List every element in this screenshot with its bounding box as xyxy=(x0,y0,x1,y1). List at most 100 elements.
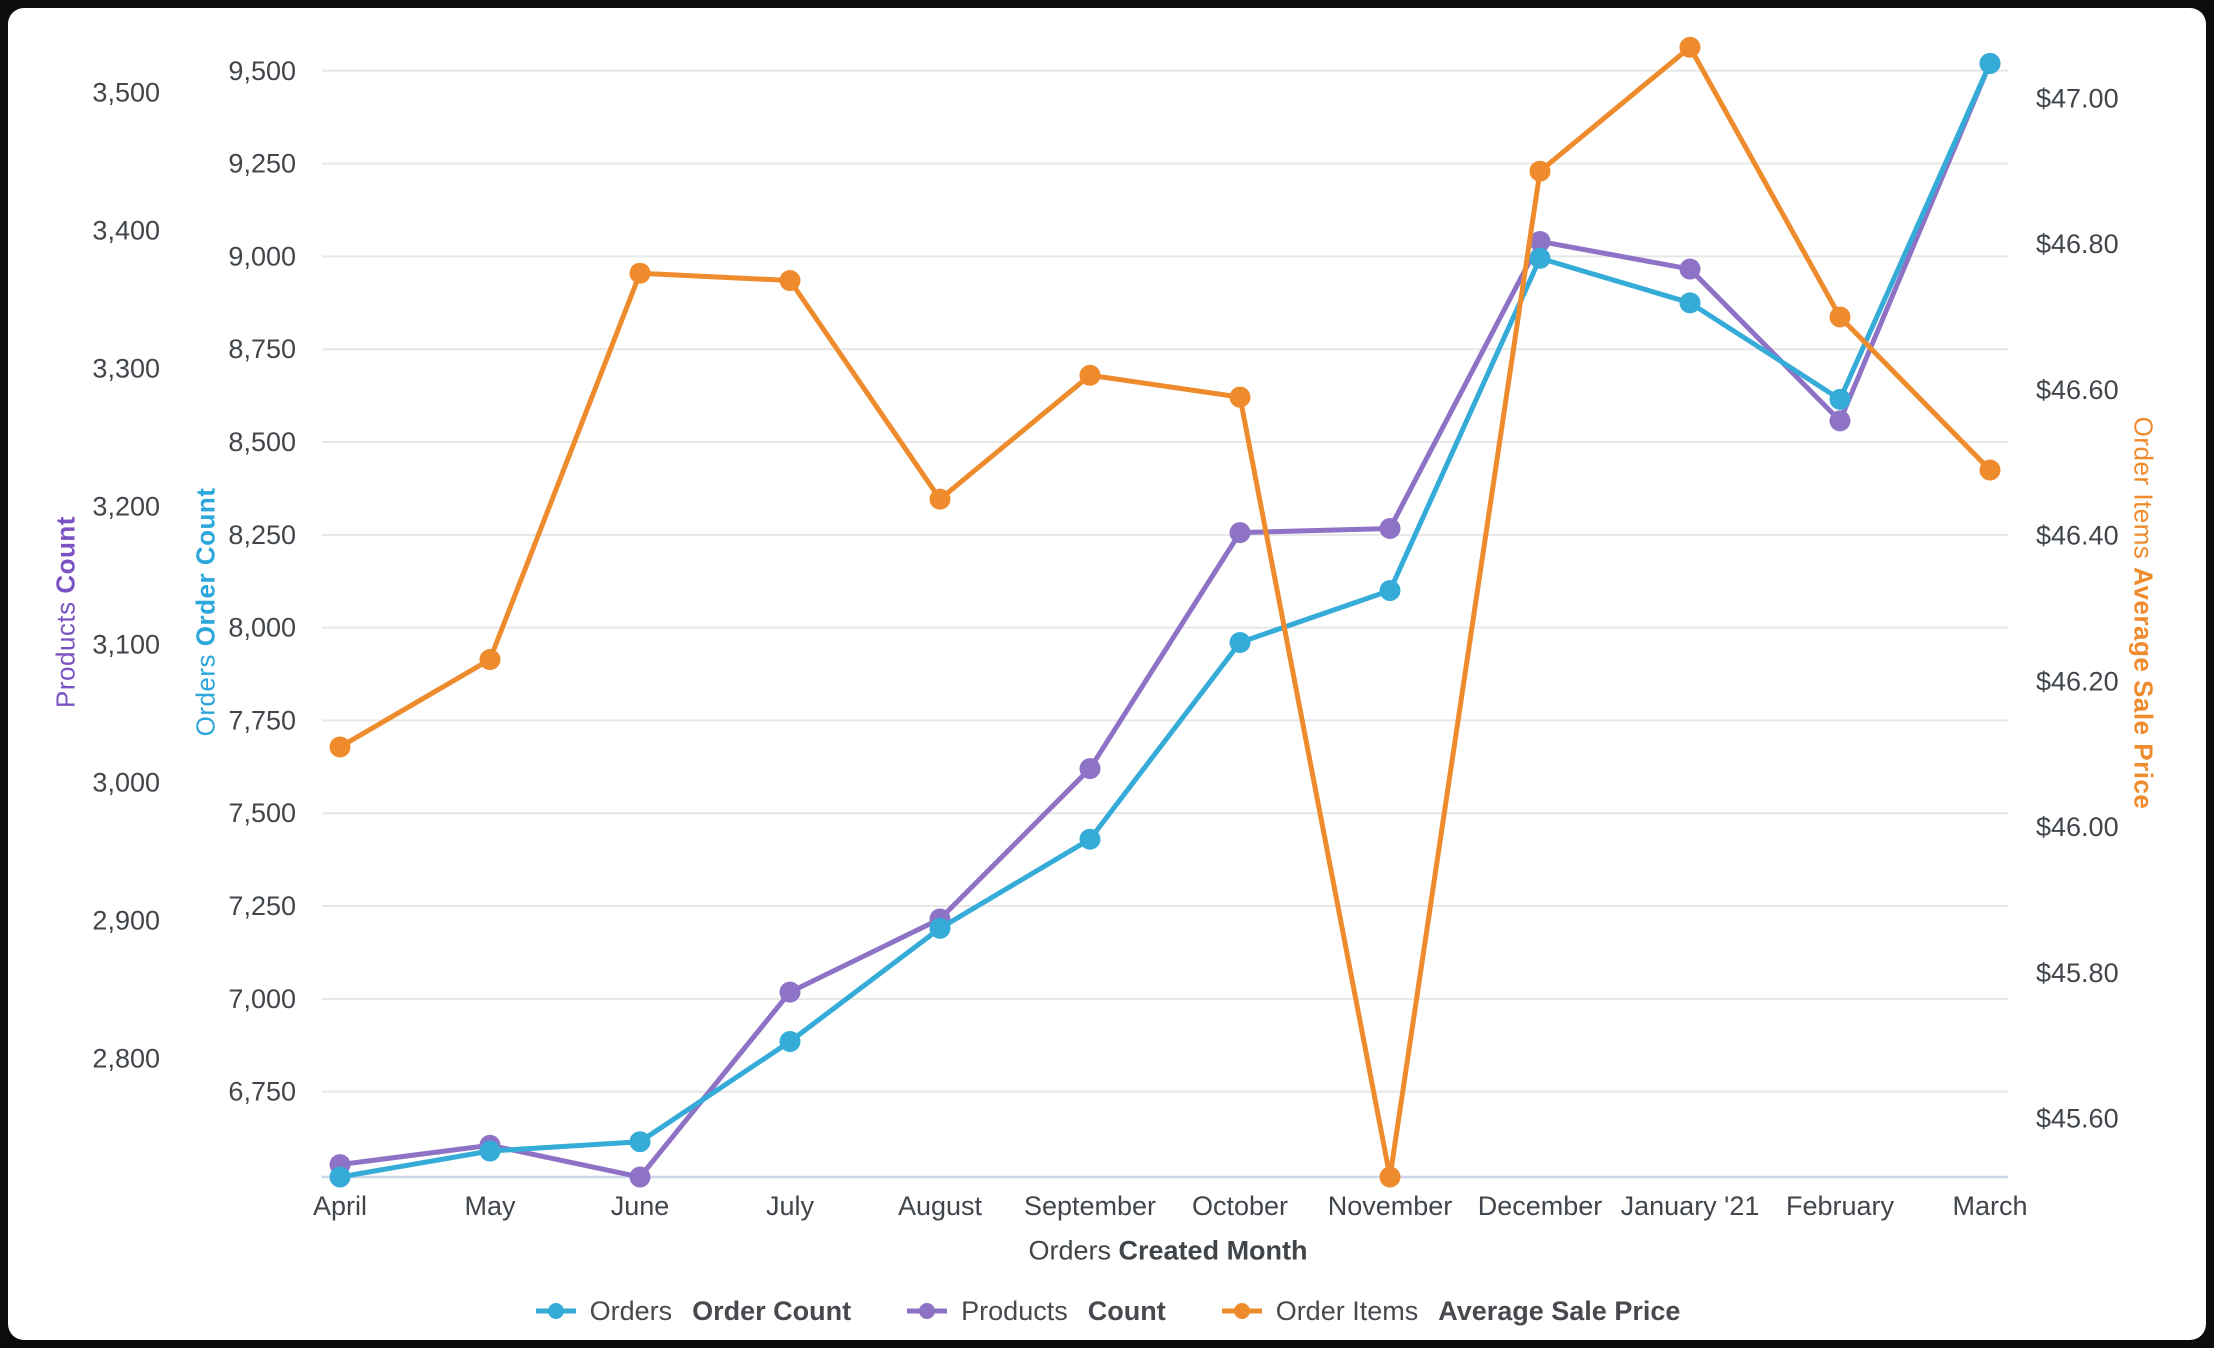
data-point-orders-April[interactable] xyxy=(329,1166,351,1188)
x-axis-title-bold: Created Month xyxy=(1118,1235,1308,1266)
y-tick-label-orders: 8,750 xyxy=(228,334,296,364)
legend-label-bold: Order Count xyxy=(692,1295,852,1326)
y-tick-label-products: 3,000 xyxy=(92,767,160,797)
legend-label-bold: Average Sale Price xyxy=(1438,1295,1681,1326)
y-tick-label-products: 3,200 xyxy=(92,491,160,521)
data-point-price-June[interactable] xyxy=(629,262,651,284)
y-axis-title-products-bold: Count xyxy=(50,516,81,594)
y-tick-label-orders: 9,500 xyxy=(228,56,296,86)
data-point-products-November[interactable] xyxy=(1379,517,1401,539)
data-point-price-September[interactable] xyxy=(1079,364,1101,386)
series-line-price xyxy=(337,44,1993,1180)
y-axis-title-orders: Orders Order Count xyxy=(191,488,222,737)
y-axis-title-products: Products Count xyxy=(51,516,82,708)
data-point-orders-January '21[interactable] xyxy=(1679,292,1701,314)
data-point-price-March[interactable] xyxy=(1979,459,2001,481)
x-tick-label: August xyxy=(898,1191,983,1221)
y-tick-label-price: $46.80 xyxy=(2036,229,2119,259)
data-point-orders-September[interactable] xyxy=(1079,828,1101,850)
y-axis-title-price-prefix: Order Items xyxy=(2128,416,2159,560)
legend-marker-orders-icon xyxy=(535,1303,576,1319)
data-point-products-September[interactable] xyxy=(1079,758,1101,780)
y-tick-label-orders: 9,250 xyxy=(228,149,296,179)
y-axis-title-price-bold: Average Sale Price xyxy=(2128,567,2159,810)
x-tick-label: June xyxy=(611,1191,670,1221)
y-tick-label-products: 3,500 xyxy=(92,77,160,107)
x-tick-label: November xyxy=(1328,1191,1453,1221)
series-line-orders xyxy=(337,60,1993,1180)
x-tick-label: March xyxy=(1952,1191,2027,1221)
y-tick-label-price: $46.60 xyxy=(2036,375,2119,405)
data-point-products-February[interactable] xyxy=(1829,410,1851,432)
data-point-products-December[interactable] xyxy=(1529,230,1551,252)
y-tick-label-orders: 6,750 xyxy=(228,1077,296,1107)
y-axis-title-orders-bold: Order Count xyxy=(190,487,221,647)
x-tick-label: July xyxy=(766,1191,815,1221)
legend-label-prefix: Order Items xyxy=(1275,1295,1419,1326)
data-point-products-January '21[interactable] xyxy=(1679,258,1701,280)
legend-marker-products-icon xyxy=(907,1303,948,1319)
legend: Orders Order Count Products Count Order It… xyxy=(0,1288,2214,1334)
y-tick-label-products: 2,900 xyxy=(92,905,160,935)
data-point-orders-July[interactable] xyxy=(779,1031,801,1053)
data-point-price-August[interactable] xyxy=(929,488,951,510)
y-tick-label-orders: 7,750 xyxy=(228,705,296,735)
legend-label-bold: Count xyxy=(1087,1295,1166,1326)
y-tick-label-orders: 8,250 xyxy=(228,520,296,550)
chart-card xyxy=(8,8,2206,1340)
y-axis-title-orders-prefix: Orders xyxy=(190,653,221,737)
x-axis-title: Orders Created Month xyxy=(1028,1236,1307,1267)
y-tick-label-orders: 7,000 xyxy=(228,984,296,1014)
data-point-price-November[interactable] xyxy=(1379,1166,1401,1188)
y-tick-label-orders: 7,500 xyxy=(228,798,296,828)
series-products xyxy=(329,52,2001,1188)
y-tick-label-price: $45.80 xyxy=(2036,958,2119,988)
data-point-orders-May[interactable] xyxy=(479,1140,501,1162)
legend-item-price[interactable]: Order Items Average Sale Price xyxy=(1220,1295,1681,1327)
data-point-price-April[interactable] xyxy=(329,736,351,758)
data-point-price-February[interactable] xyxy=(1829,306,1851,328)
y-tick-label-orders: 8,500 xyxy=(228,427,296,457)
y-tick-label-orders: 9,000 xyxy=(228,241,296,271)
data-point-products-October[interactable] xyxy=(1229,522,1251,544)
x-tick-label: April xyxy=(313,1191,367,1221)
y-tick-label-products: 2,800 xyxy=(92,1043,160,1073)
data-point-orders-March[interactable] xyxy=(1979,52,2001,74)
data-point-price-January '21[interactable] xyxy=(1679,36,1701,58)
y-tick-label-price: $46.00 xyxy=(2036,812,2119,842)
x-tick-label: October xyxy=(1192,1191,1288,1221)
y-axis-title-products-prefix: Products xyxy=(50,601,81,708)
legend-marker-price-icon xyxy=(1221,1303,1262,1319)
y-tick-label-orders: 7,250 xyxy=(228,891,296,921)
x-axis-title-prefix: Orders xyxy=(1028,1235,1112,1266)
data-point-price-December[interactable] xyxy=(1529,160,1551,182)
data-point-price-May[interactable] xyxy=(479,649,501,671)
data-point-orders-August[interactable] xyxy=(929,917,951,939)
data-point-price-October[interactable] xyxy=(1229,386,1251,408)
data-point-orders-November[interactable] xyxy=(1379,579,1401,601)
y-tick-label-price: $46.40 xyxy=(2036,521,2119,551)
y-tick-label-orders: 8,000 xyxy=(228,613,296,643)
data-point-orders-December[interactable] xyxy=(1529,247,1551,269)
data-point-orders-October[interactable] xyxy=(1229,631,1251,653)
legend-item-orders[interactable]: Orders Order Count xyxy=(534,1295,852,1327)
legend-label-prefix: Orders xyxy=(589,1295,673,1326)
y-tick-label-products: 3,100 xyxy=(92,629,160,659)
data-point-orders-February[interactable] xyxy=(1829,388,1851,410)
x-tick-label: December xyxy=(1478,1191,1603,1221)
series-orders xyxy=(329,52,2001,1188)
y-tick-label-price: $45.60 xyxy=(2036,1104,2119,1134)
series-line-products xyxy=(337,60,1993,1180)
data-point-orders-June[interactable] xyxy=(629,1131,651,1153)
y-tick-label-products: 3,400 xyxy=(92,215,160,245)
data-point-products-July[interactable] xyxy=(779,981,801,1003)
data-point-price-July[interactable] xyxy=(779,270,801,292)
x-tick-label: September xyxy=(1024,1191,1156,1221)
series-price xyxy=(329,36,2001,1188)
data-point-products-June[interactable] xyxy=(629,1166,651,1188)
legend-item-products[interactable]: Products Count xyxy=(905,1296,1166,1327)
legend-label-prefix: Products xyxy=(961,1295,1068,1326)
y-tick-label-price: $46.20 xyxy=(2036,666,2119,696)
y-tick-label-products: 3,300 xyxy=(92,353,160,383)
